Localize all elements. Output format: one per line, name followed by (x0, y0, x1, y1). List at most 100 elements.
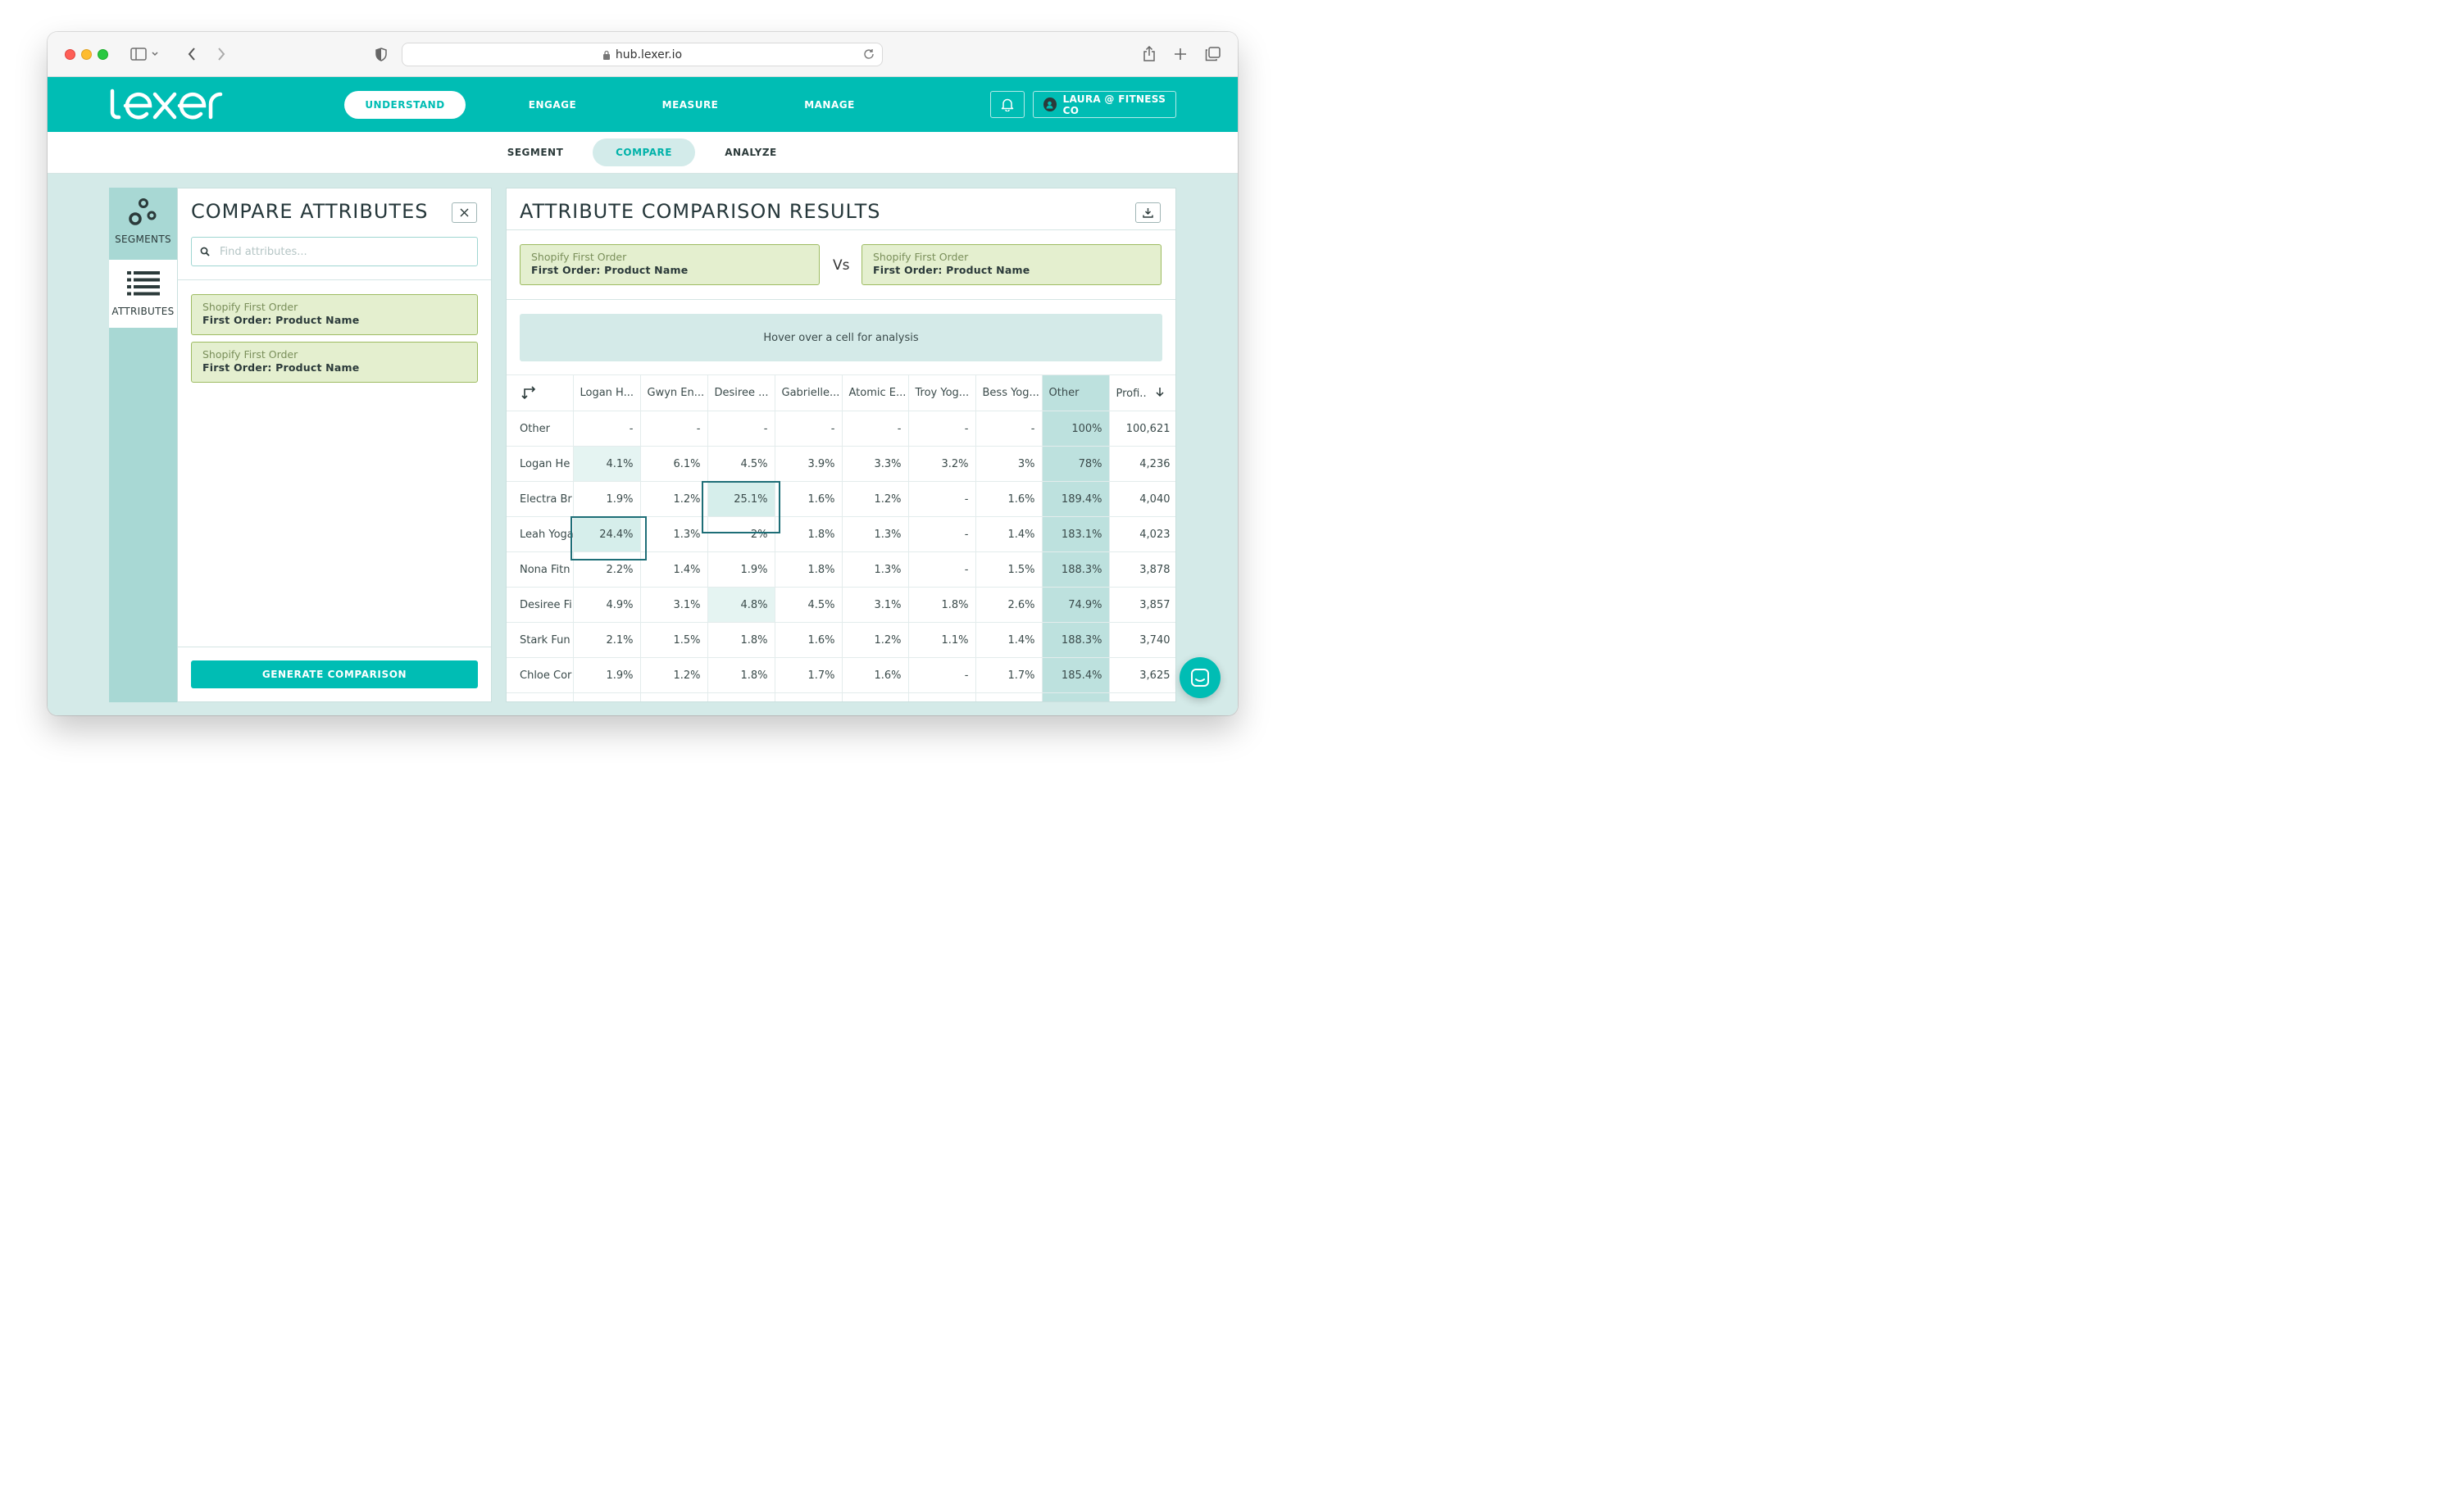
table-cell[interactable]: 3.1% (640, 587, 708, 623)
notifications-button[interactable] (990, 91, 1025, 118)
table-cell[interactable]: 3.9% (775, 446, 843, 482)
nav-manage[interactable]: MANAGE (804, 99, 855, 111)
table-cell[interactable]: 1.8% (707, 657, 775, 693)
column-header[interactable]: Atomic E... (842, 374, 909, 411)
sidebar-toggle-icon[interactable] (130, 45, 161, 63)
table-cell[interactable]: - (640, 411, 708, 447)
table-cell[interactable]: 3% (975, 446, 1043, 482)
table-cell-other[interactable]: 74.9% (1042, 587, 1110, 623)
table-cell[interactable]: - (573, 411, 641, 447)
table-cell[interactable]: - (908, 411, 976, 447)
table-cell[interactable]: - (908, 657, 976, 693)
table-cell[interactable]: 1.8% (707, 622, 775, 658)
generate-comparison-button[interactable]: GENERATE COMPARISON (191, 660, 478, 688)
close-window-button[interactable] (65, 49, 75, 60)
privacy-shield-icon[interactable] (375, 45, 388, 63)
sidebar-item-attributes[interactable]: ATTRIBUTES (109, 260, 177, 328)
table-cell[interactable]: 2.1% (573, 622, 641, 658)
zoom-window-button[interactable] (98, 49, 108, 60)
table-cell[interactable]: 3.1% (842, 587, 909, 623)
table-cell[interactable]: 1.3% (640, 516, 708, 552)
column-header[interactable]: Troy Yog... (908, 374, 976, 411)
table-cell[interactable]: 1.6% (975, 481, 1043, 517)
swap-axes-button[interactable] (507, 374, 574, 411)
table-cell[interactable]: 4.5% (707, 446, 775, 482)
column-header-other[interactable]: Other (1042, 374, 1110, 411)
table-cell[interactable]: 1.9% (573, 481, 641, 517)
sidebar-item-segments[interactable]: SEGMENTS (109, 188, 177, 258)
table-cell[interactable]: 1.4% (975, 516, 1043, 552)
table-cell[interactable]: - (908, 551, 976, 588)
table-cell-other[interactable]: 185.4% (1042, 657, 1110, 693)
address-bar[interactable]: hub.lexer.io (402, 43, 883, 66)
table-cell[interactable]: 1.8% (775, 516, 843, 552)
table-cell[interactable]: 1.4% (640, 551, 708, 588)
search-input[interactable] (220, 245, 466, 258)
table-cell[interactable]: 4.5% (775, 587, 843, 623)
table-cell[interactable]: 1.9% (573, 657, 641, 693)
new-tab-icon[interactable] (1173, 45, 1188, 63)
table-cell[interactable]: 1.2% (640, 481, 708, 517)
table-cell[interactable]: 1.8% (908, 587, 976, 623)
subnav-segment[interactable]: SEGMENT (507, 147, 564, 158)
download-button[interactable] (1135, 202, 1161, 223)
reload-icon[interactable] (863, 48, 875, 63)
user-menu-button[interactable]: LAURA @ FITNESS CO (1033, 91, 1176, 118)
table-cell-other[interactable]: 188.3% (1042, 551, 1110, 588)
table-cell[interactable]: 1.1% (908, 622, 976, 658)
table-cell[interactable]: 3.2% (908, 446, 976, 482)
table-cell-selected[interactable]: 25.1% (707, 481, 775, 517)
table-cell[interactable]: 1.9% (707, 551, 775, 588)
close-panel-button[interactable] (452, 202, 477, 223)
minimize-window-button[interactable] (81, 49, 92, 60)
table-cell-selected[interactable]: 24.4% (573, 516, 641, 552)
forward-icon[interactable] (215, 45, 228, 63)
table-cell[interactable]: - (842, 411, 909, 447)
table-cell[interactable]: - (975, 411, 1043, 447)
table-cell[interactable]: 1.5% (975, 551, 1043, 588)
table-cell-other[interactable]: 183.1% (1042, 516, 1110, 552)
back-icon[interactable] (185, 45, 198, 63)
table-cell[interactable]: 1.4% (975, 622, 1043, 658)
table-cell[interactable]: 1.2% (640, 657, 708, 693)
table-cell[interactable]: 1.3% (842, 551, 909, 588)
column-header[interactable]: Gwyn En... (640, 374, 708, 411)
table-cell[interactable]: 1.5% (640, 622, 708, 658)
subnav-analyze[interactable]: ANALYZE (725, 147, 777, 158)
table-cell[interactable]: 2.2% (573, 551, 641, 588)
table-cell[interactable]: 1.2% (842, 481, 909, 517)
column-header[interactable]: Desiree ... (707, 374, 775, 411)
attribute-card-1[interactable]: Shopify First Order First Order: Product… (191, 294, 478, 335)
nav-engage[interactable]: ENGAGE (528, 99, 577, 111)
table-cell[interactable]: 4.9% (573, 587, 641, 623)
nav-measure[interactable]: MEASURE (661, 99, 719, 111)
table-cell[interactable]: 1.3% (842, 516, 909, 552)
table-cell[interactable]: 1.7% (775, 657, 843, 693)
table-cell[interactable]: 6.1% (640, 446, 708, 482)
table-cell[interactable]: - (908, 516, 976, 552)
column-header[interactable]: Logan H... (573, 374, 641, 411)
table-cell[interactable]: 2% (707, 516, 775, 552)
table-cell[interactable]: 1.2% (842, 622, 909, 658)
table-cell-other[interactable]: 78% (1042, 446, 1110, 482)
attribute-card-2[interactable]: Shopify First Order First Order: Product… (191, 342, 478, 383)
table-cell[interactable]: 2.6% (975, 587, 1043, 623)
tab-overview-icon[interactable] (1204, 45, 1221, 63)
lexer-logo[interactable] (107, 88, 224, 124)
table-cell-other[interactable]: 100% (1042, 411, 1110, 447)
table-cell-other[interactable]: 188.3% (1042, 622, 1110, 658)
table-cell[interactable]: 1.7% (975, 657, 1043, 693)
column-header[interactable]: Gabrielle... (775, 374, 843, 411)
subnav-compare[interactable]: COMPARE (593, 138, 695, 166)
table-cell-other[interactable]: 189.4% (1042, 481, 1110, 517)
table-cell[interactable]: 4.8% (707, 587, 775, 623)
table-cell[interactable]: - (775, 411, 843, 447)
table-cell[interactable]: 1.8% (775, 551, 843, 588)
table-cell[interactable]: 1.6% (775, 481, 843, 517)
table-cell[interactable]: 3.3% (842, 446, 909, 482)
table-cell[interactable]: 1.6% (842, 657, 909, 693)
nav-understand[interactable]: UNDERSTAND (344, 91, 466, 119)
table-cell[interactable]: 4.1% (573, 446, 641, 482)
share-icon[interactable] (1142, 45, 1157, 63)
attribute-search[interactable] (191, 237, 478, 266)
